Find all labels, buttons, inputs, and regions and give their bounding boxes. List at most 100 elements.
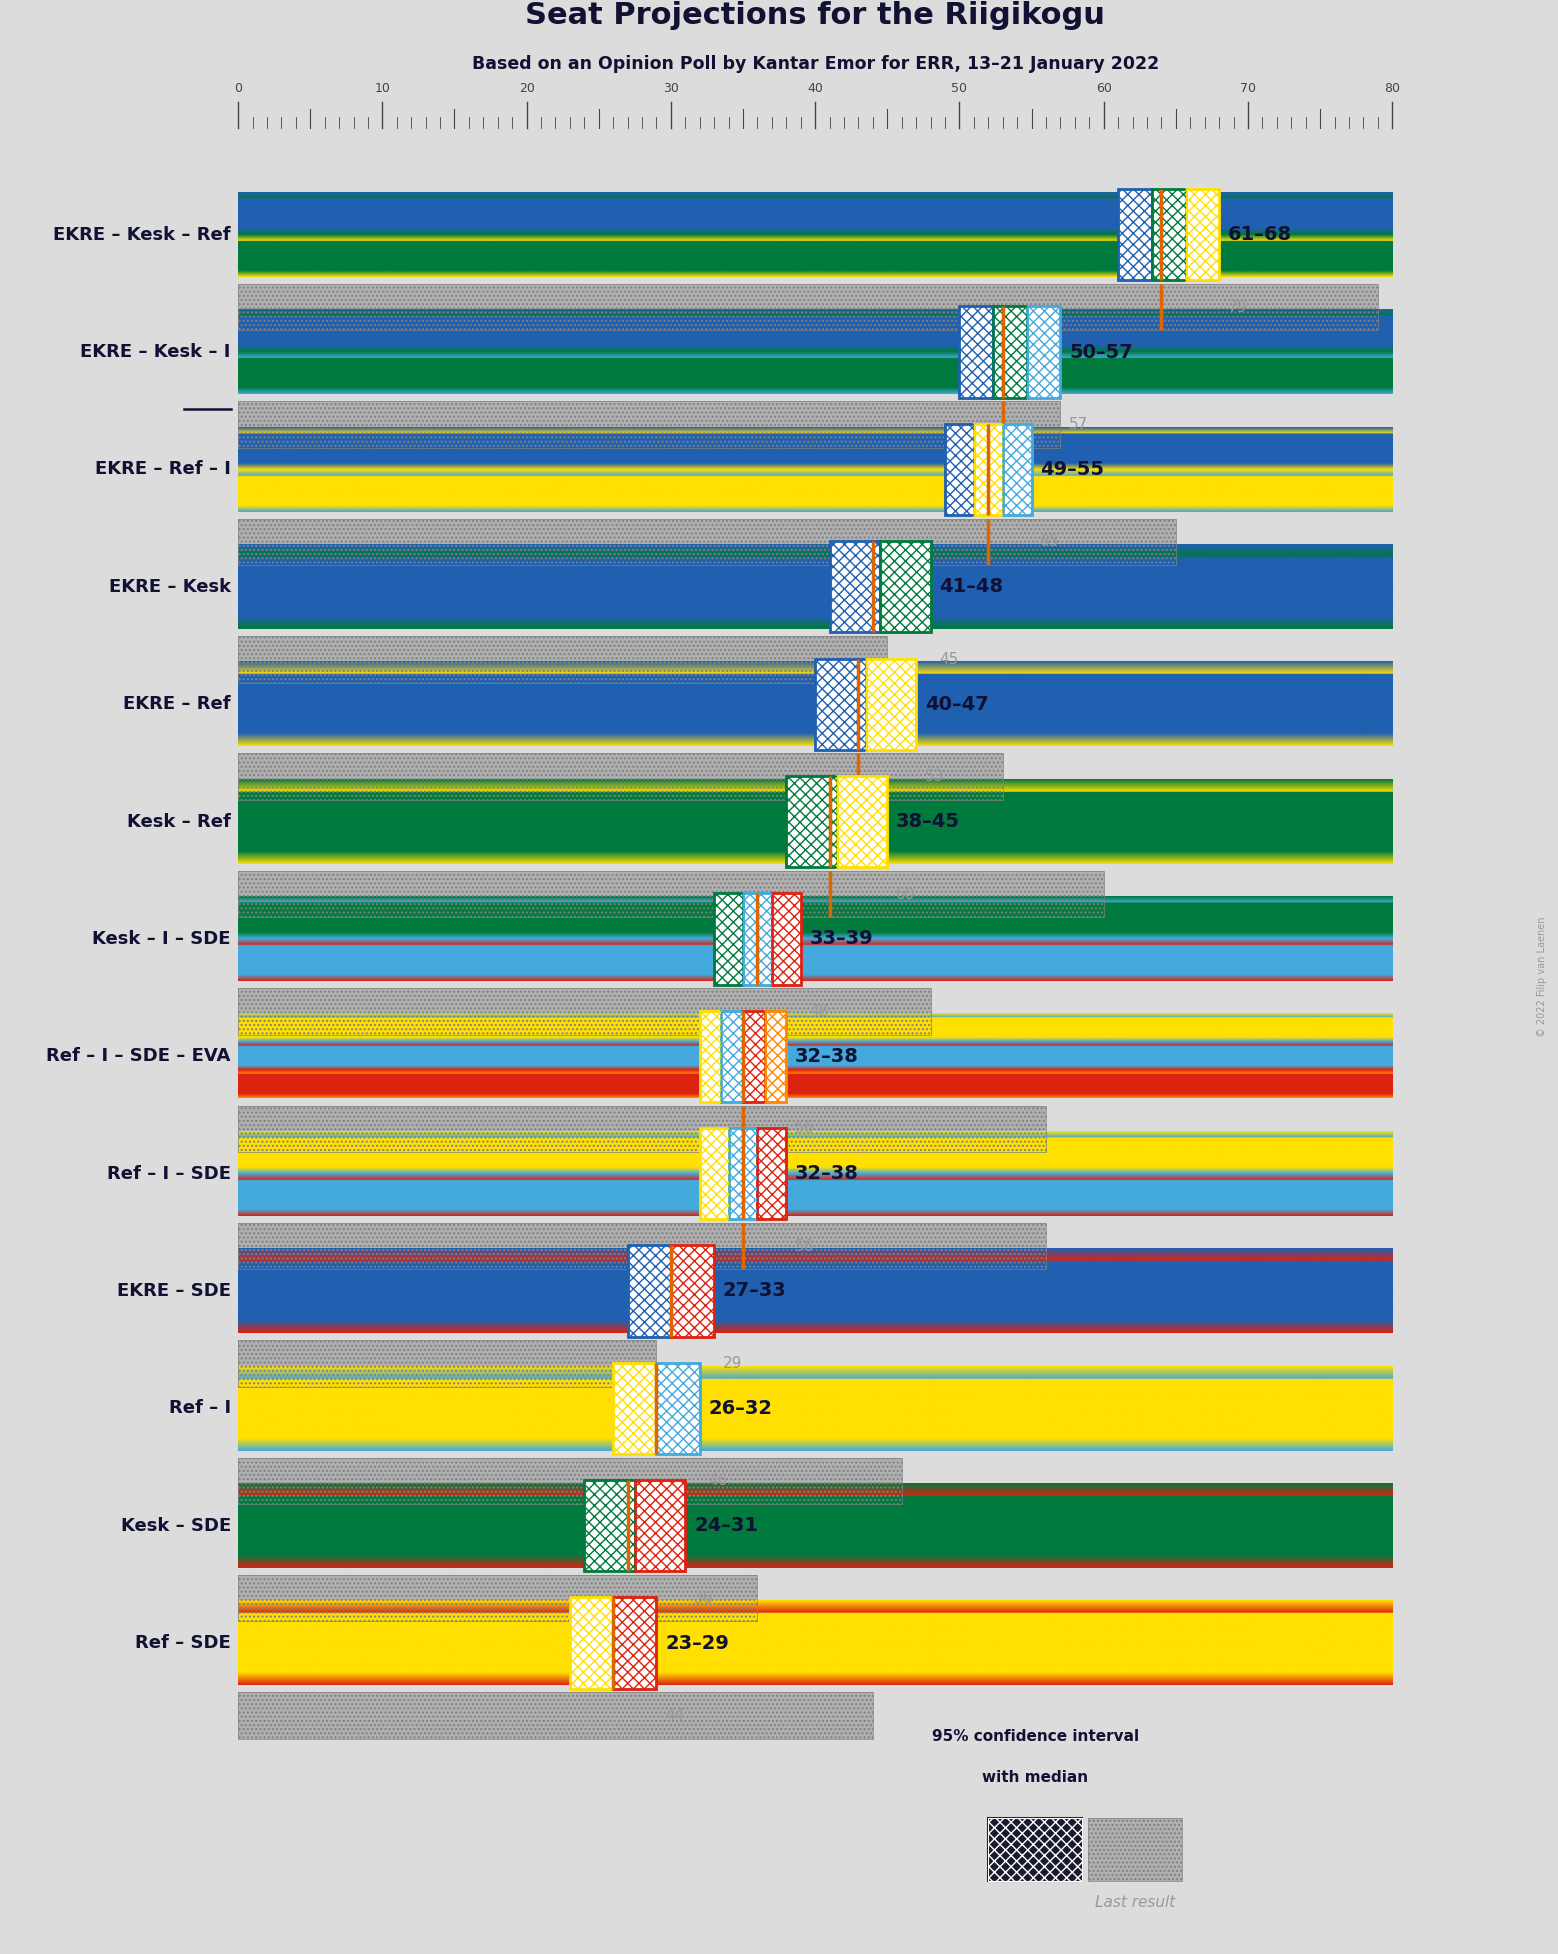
Bar — [974, 424, 1003, 516]
Bar — [960, 307, 992, 399]
Text: 70: 70 — [1240, 82, 1256, 96]
Bar — [238, 1292, 1393, 1333]
Bar — [974, 424, 1003, 516]
Bar — [992, 307, 1027, 399]
Text: 95% confidence interval: 95% confidence interval — [932, 1729, 1139, 1745]
Text: © 2022 Filip van Laenen: © 2022 Filip van Laenen — [1538, 916, 1547, 1038]
Bar — [700, 1127, 729, 1219]
Text: 32–38: 32–38 — [795, 1165, 858, 1182]
Bar — [1087, 1817, 1181, 1882]
Bar — [765, 1010, 787, 1102]
Text: Ref – I – SDE – EVA: Ref – I – SDE – EVA — [47, 1047, 231, 1065]
Bar — [614, 1362, 656, 1454]
Bar — [787, 776, 837, 868]
Text: Kesk – Ref: Kesk – Ref — [128, 813, 231, 830]
Bar — [815, 658, 866, 750]
Bar — [238, 586, 1393, 629]
Bar — [238, 545, 1393, 586]
Bar — [656, 1362, 700, 1454]
Text: with median: with median — [982, 1770, 1089, 1786]
Bar — [238, 1643, 1393, 1686]
Bar — [634, 1479, 686, 1571]
Bar — [238, 221, 1393, 248]
Text: 46: 46 — [709, 1473, 728, 1489]
Bar — [238, 1077, 1393, 1098]
Bar — [238, 1600, 1393, 1643]
Text: 49–55: 49–55 — [1041, 459, 1105, 479]
Text: 50: 50 — [952, 82, 968, 96]
Text: 30: 30 — [664, 82, 679, 96]
Bar — [238, 1692, 872, 1739]
Bar — [238, 483, 1393, 512]
Bar — [238, 821, 1393, 864]
Bar — [634, 1479, 686, 1571]
Text: 60: 60 — [1095, 82, 1112, 96]
Text: 40–47: 40–47 — [925, 694, 989, 713]
Bar — [238, 1249, 1393, 1292]
Bar — [238, 1131, 1393, 1159]
Bar — [614, 1598, 656, 1688]
Bar — [238, 754, 1003, 799]
Bar — [1087, 1817, 1181, 1882]
Bar — [238, 703, 1393, 746]
Text: 24–31: 24–31 — [693, 1516, 759, 1536]
Bar — [771, 893, 801, 985]
Bar — [238, 954, 1393, 981]
Bar — [866, 658, 916, 750]
Bar — [238, 1575, 757, 1622]
Text: EKRE – Ref – I: EKRE – Ref – I — [95, 461, 231, 479]
Bar — [743, 1010, 765, 1102]
Bar — [238, 897, 1393, 924]
Bar — [238, 365, 1393, 395]
Bar — [815, 658, 866, 750]
Text: Ref – SDE: Ref – SDE — [136, 1634, 231, 1651]
Text: Based on an Opinion Poll by Kantar Emor for ERR, 13–21 January 2022: Based on an Opinion Poll by Kantar Emor … — [472, 55, 1159, 72]
Text: 0: 0 — [234, 82, 241, 96]
Bar — [988, 1817, 1083, 1882]
Text: EKRE – Kesk: EKRE – Kesk — [109, 578, 231, 596]
Bar — [238, 1340, 656, 1387]
Bar — [830, 541, 880, 633]
Text: 53: 53 — [925, 770, 944, 784]
Bar — [946, 424, 974, 516]
Bar — [238, 338, 1393, 365]
Bar — [238, 662, 1393, 703]
Bar — [837, 776, 888, 868]
Bar — [238, 780, 1393, 821]
Text: Kesk – I – SDE: Kesk – I – SDE — [92, 930, 231, 948]
Bar — [238, 191, 1393, 221]
Bar — [721, 1010, 743, 1102]
Bar — [238, 924, 1393, 954]
Bar — [238, 1340, 656, 1387]
Bar — [671, 1245, 714, 1337]
Bar — [671, 1245, 714, 1337]
Text: 32–38: 32–38 — [795, 1047, 858, 1065]
Bar — [1027, 307, 1061, 399]
Text: Seat Projections for the Riigikogu: Seat Projections for the Riigikogu — [525, 2, 1105, 31]
Bar — [729, 1127, 757, 1219]
Text: 33–39: 33–39 — [810, 930, 872, 948]
Text: EKRE – Kesk – I: EKRE – Kesk – I — [81, 344, 231, 361]
Bar — [238, 637, 888, 682]
Text: 27–33: 27–33 — [723, 1282, 787, 1301]
Text: Ref – I – SDE: Ref – I – SDE — [108, 1165, 231, 1182]
Text: 29: 29 — [723, 1356, 742, 1372]
Bar — [238, 1483, 1393, 1526]
Bar — [1027, 307, 1061, 399]
Bar — [238, 1223, 1045, 1270]
Bar — [960, 307, 992, 399]
Bar — [238, 401, 1061, 447]
Bar — [584, 1479, 634, 1571]
Bar — [700, 1010, 721, 1102]
Bar — [238, 1366, 1393, 1409]
Bar — [700, 1010, 721, 1102]
Text: 38–45: 38–45 — [896, 813, 960, 830]
Bar — [714, 893, 743, 985]
Bar — [238, 1409, 1393, 1450]
Bar — [238, 1692, 872, 1739]
Text: Last result: Last result — [1095, 1895, 1175, 1911]
Bar — [729, 1127, 757, 1219]
Bar — [656, 1362, 700, 1454]
Text: 56: 56 — [795, 1239, 815, 1254]
Bar — [238, 754, 1003, 799]
